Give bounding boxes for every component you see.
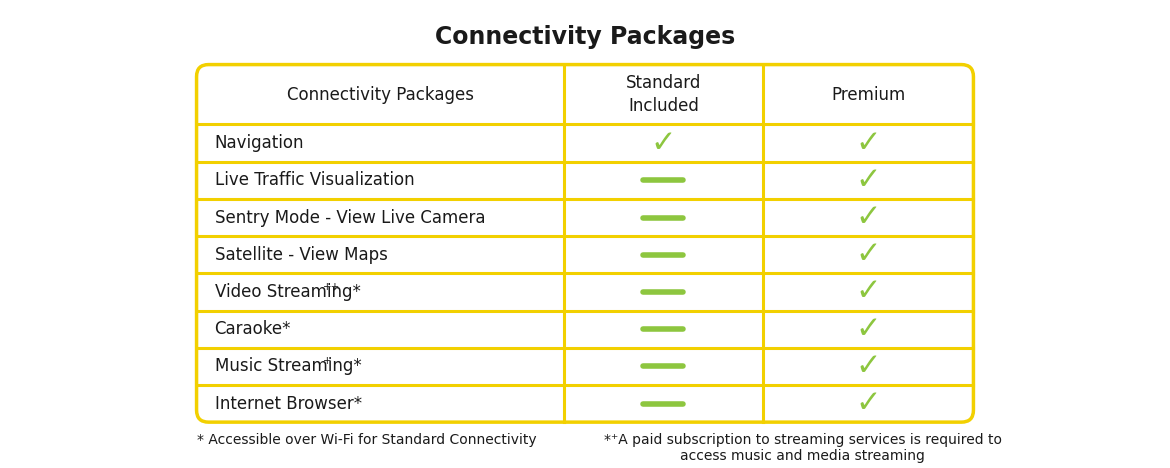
Text: ✓: ✓ [855,352,881,381]
Text: Premium: Premium [831,86,906,103]
Text: ✓: ✓ [855,314,881,344]
Text: Sentry Mode - View Live Camera: Sentry Mode - View Live Camera [214,209,486,227]
Text: Caraoke*: Caraoke* [214,320,291,338]
FancyBboxPatch shape [197,65,973,422]
Text: ✓: ✓ [855,166,881,195]
Text: Internet Browser*: Internet Browser* [214,395,362,412]
Text: Connectivity Packages: Connectivity Packages [287,86,474,103]
Text: ✓: ✓ [651,129,676,158]
Text: ✓: ✓ [855,240,881,269]
Text: ✓: ✓ [855,203,881,232]
Text: ++: ++ [323,282,340,292]
Text: ✓: ✓ [855,129,881,158]
Text: ✓: ✓ [855,278,881,307]
Text: Video Streaming*: Video Streaming* [214,283,360,301]
Text: Navigation: Navigation [214,134,304,152]
Text: ✓: ✓ [855,389,881,418]
Text: +: + [323,356,332,366]
Text: Standard
Included: Standard Included [626,74,701,115]
Text: * Accessible over Wi-Fi for Standard Connectivity: * Accessible over Wi-Fi for Standard Con… [197,433,536,447]
Text: *⁺A paid subscription to streaming services is required to: *⁺A paid subscription to streaming servi… [604,433,1002,447]
Text: Connectivity Packages: Connectivity Packages [435,25,735,49]
Text: Live Traffic Visualization: Live Traffic Visualization [214,171,414,189]
Text: Music Streaming*: Music Streaming* [214,358,362,375]
Text: access music and media streaming: access music and media streaming [680,449,925,463]
Text: Satellite - View Maps: Satellite - View Maps [214,246,387,263]
